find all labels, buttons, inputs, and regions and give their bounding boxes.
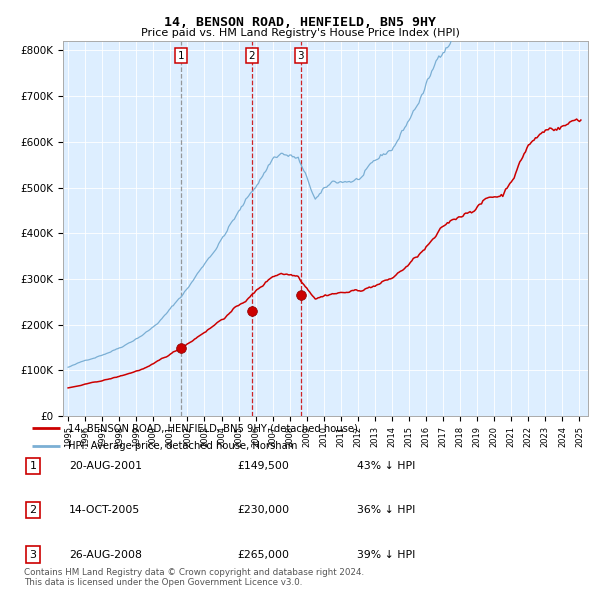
Text: 14-OCT-2005: 14-OCT-2005 xyxy=(69,506,140,515)
Text: 2: 2 xyxy=(249,51,256,61)
Text: 1: 1 xyxy=(178,51,185,61)
Text: 26-AUG-2008: 26-AUG-2008 xyxy=(69,550,142,559)
Text: Price paid vs. HM Land Registry's House Price Index (HPI): Price paid vs. HM Land Registry's House … xyxy=(140,28,460,38)
Text: 43% ↓ HPI: 43% ↓ HPI xyxy=(357,461,415,471)
Text: £149,500: £149,500 xyxy=(237,461,289,471)
Text: 14, BENSON ROAD, HENFIELD, BN5 9HY (detached house): 14, BENSON ROAD, HENFIELD, BN5 9HY (deta… xyxy=(68,423,358,433)
Text: 20-AUG-2001: 20-AUG-2001 xyxy=(69,461,142,471)
Text: 3: 3 xyxy=(298,51,304,61)
Text: Contains HM Land Registry data © Crown copyright and database right 2024.
This d: Contains HM Land Registry data © Crown c… xyxy=(24,568,364,587)
Text: 39% ↓ HPI: 39% ↓ HPI xyxy=(357,550,415,559)
Text: 3: 3 xyxy=(29,550,37,559)
Text: HPI: Average price, detached house, Horsham: HPI: Average price, detached house, Hors… xyxy=(68,441,298,451)
Text: 2: 2 xyxy=(29,506,37,515)
Text: 14, BENSON ROAD, HENFIELD, BN5 9HY: 14, BENSON ROAD, HENFIELD, BN5 9HY xyxy=(164,16,436,29)
Text: £265,000: £265,000 xyxy=(237,550,289,559)
Text: £230,000: £230,000 xyxy=(237,506,289,515)
Text: 1: 1 xyxy=(29,461,37,471)
Text: 36% ↓ HPI: 36% ↓ HPI xyxy=(357,506,415,515)
